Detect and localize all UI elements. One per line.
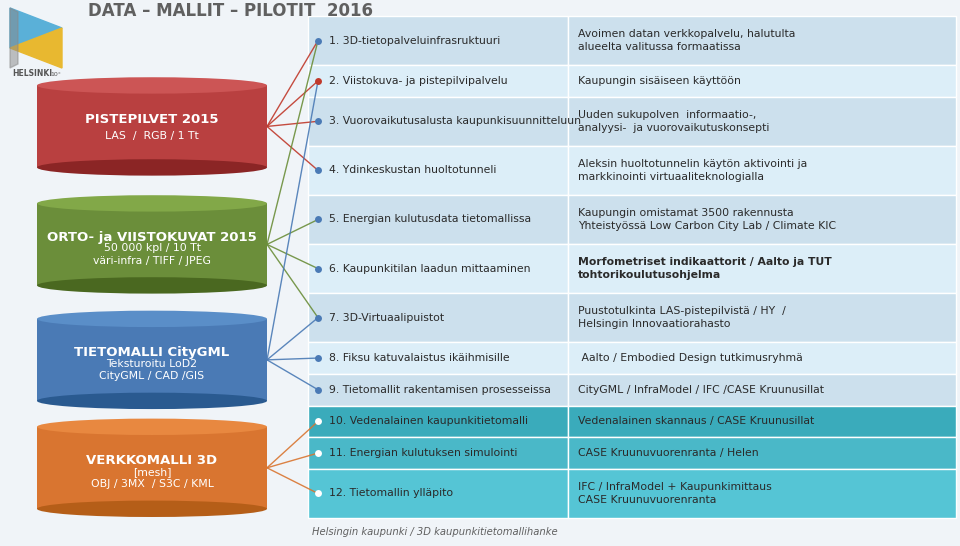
Bar (308, 469, 568, 518)
Text: Kaupungin sisäiseen käyttöön: Kaupungin sisäiseen käyttöön (578, 76, 741, 86)
Bar (308, 437, 568, 469)
Text: Puustotulkinta LAS-pistepilvistä / HY  /
Helsingin Innovaatiorahasto: Puustotulkinta LAS-pistepilvistä / HY / … (578, 306, 785, 329)
Polygon shape (10, 8, 62, 48)
Bar (308, 97, 568, 146)
Text: 10°: 10° (50, 72, 60, 77)
Bar (308, 244, 568, 293)
Text: 10. Vedenalainen kaupunkitietomalli: 10. Vedenalainen kaupunkitietomalli (329, 417, 528, 426)
Text: Uuden sukupolven  informaatio-,
analyysi-  ja vuorovaikutuskonsepti: Uuden sukupolven informaatio-, analyysi-… (578, 110, 769, 133)
Text: 2. Viistokuva- ja pistepilvipalvelu: 2. Viistokuva- ja pistepilvipalvelu (329, 76, 508, 86)
Text: Avoimen datan verkkopalvelu, halutulta
alueelta valitussa formaatissa: Avoimen datan verkkopalvelu, halutulta a… (578, 29, 796, 52)
Bar (308, 374, 568, 406)
Text: Kaupungin omistamat 3500 rakennusta
Yhteistyössä Low Carbon City Lab / Climate K: Kaupungin omistamat 3500 rakennusta Yhte… (578, 208, 836, 231)
Text: Vedenalainen skannaus / CASE Kruunusillat: Vedenalainen skannaus / CASE Kruunusilla… (578, 417, 814, 426)
Bar (568, 374, 956, 406)
Bar (37, 85, 267, 168)
Bar (568, 437, 956, 469)
Polygon shape (10, 28, 62, 68)
Bar (308, 342, 568, 374)
Bar (308, 195, 568, 244)
Text: 11. Energian kulutuksen simulointi: 11. Energian kulutuksen simulointi (329, 448, 517, 458)
Bar (568, 406, 956, 437)
Bar (308, 16, 568, 65)
Ellipse shape (37, 277, 267, 294)
Text: PISTEPILVET 2015: PISTEPILVET 2015 (85, 113, 219, 126)
Ellipse shape (37, 419, 267, 435)
Text: CityGML / InfraModel / IFC /CASE Kruunusillat: CityGML / InfraModel / IFC /CASE Kruunus… (578, 385, 824, 395)
Bar (568, 97, 956, 146)
Text: IFC / InfraModel + Kaupunkimittaus
CASE Kruunuvuorenranta: IFC / InfraModel + Kaupunkimittaus CASE … (578, 482, 772, 505)
Ellipse shape (37, 195, 267, 212)
Text: 7. 3D-Virtuaalipuistot: 7. 3D-Virtuaalipuistot (329, 313, 444, 323)
Text: HELSINKI: HELSINKI (12, 69, 52, 78)
Text: Aalto / Embodied Design tutkimusryhmä: Aalto / Embodied Design tutkimusryhmä (578, 353, 803, 363)
Bar (568, 195, 956, 244)
Bar (568, 244, 956, 293)
Text: [mesh]
OBJ / 3MX  / S3C / KML: [mesh] OBJ / 3MX / S3C / KML (90, 467, 213, 489)
Text: TIETOMALLI CityGML: TIETOMALLI CityGML (74, 346, 229, 359)
Text: 4. Ydinkeskustan huoltotunneli: 4. Ydinkeskustan huoltotunneli (329, 165, 496, 175)
Text: 12. Tietomallin ylläpito: 12. Tietomallin ylläpito (329, 489, 453, 498)
Bar (568, 469, 956, 518)
Ellipse shape (37, 77, 267, 94)
Bar (568, 146, 956, 195)
Bar (568, 16, 956, 65)
Text: Helsingin kaupunki / 3D kaupunkitietomallihanke: Helsingin kaupunki / 3D kaupunkitietomal… (312, 527, 558, 537)
Text: CASE Kruunuvuorenranta / Helen: CASE Kruunuvuorenranta / Helen (578, 448, 758, 458)
Text: 8. Fiksu katuvalaistus ikäihmisille: 8. Fiksu katuvalaistus ikäihmisille (329, 353, 510, 363)
Polygon shape (10, 8, 18, 68)
Bar (37, 204, 267, 286)
Text: LAS  /  RGB / 1 Tt: LAS / RGB / 1 Tt (106, 132, 199, 141)
Bar (568, 65, 956, 97)
Text: 6. Kaupunkitilan laadun mittaaminen: 6. Kaupunkitilan laadun mittaaminen (329, 264, 531, 274)
Text: Teksturoitu LoD2
CityGML / CAD /GIS: Teksturoitu LoD2 CityGML / CAD /GIS (100, 359, 204, 381)
Ellipse shape (37, 159, 267, 176)
Text: 3. Vuorovaikutusalusta kaupunkisuunnitteluun: 3. Vuorovaikutusalusta kaupunkisuunnitte… (329, 116, 581, 126)
Text: 5. Energian kulutusdata tietomallissa: 5. Energian kulutusdata tietomallissa (329, 215, 531, 224)
Text: VERKKOMALLI 3D: VERKKOMALLI 3D (86, 454, 218, 467)
Text: 1. 3D-tietopalveluinfrasruktuuri: 1. 3D-tietopalveluinfrasruktuuri (329, 35, 500, 45)
Text: 9. Tietomallit rakentamisen prosesseissa: 9. Tietomallit rakentamisen prosesseissa (329, 385, 551, 395)
Ellipse shape (37, 311, 267, 327)
Bar (308, 146, 568, 195)
Bar (37, 427, 267, 509)
Text: Aleksin huoltotunnelin käytön aktivointi ja
markkinointi virtuaaliteknologialla: Aleksin huoltotunnelin käytön aktivointi… (578, 159, 807, 182)
Text: DATA – MALLIT – PILOTIT  2016: DATA – MALLIT – PILOTIT 2016 (87, 2, 372, 20)
Bar (308, 293, 568, 342)
Ellipse shape (37, 501, 267, 517)
Bar (308, 65, 568, 97)
Bar (568, 293, 956, 342)
Bar (37, 319, 267, 401)
Bar (568, 342, 956, 374)
Text: ORTO- ja VIISTOKUVAT 2015: ORTO- ja VIISTOKUVAT 2015 (47, 231, 257, 244)
Text: Morfometriset indikaattorit / Aalto ja TUT
tohtorikoulutusohjelma: Morfometriset indikaattorit / Aalto ja T… (578, 257, 831, 280)
Bar (308, 406, 568, 437)
Text: 50 000 kpl / 10 Tt
väri-infra / TIFF / JPEG: 50 000 kpl / 10 Tt väri-infra / TIFF / J… (93, 243, 211, 265)
Ellipse shape (37, 393, 267, 409)
